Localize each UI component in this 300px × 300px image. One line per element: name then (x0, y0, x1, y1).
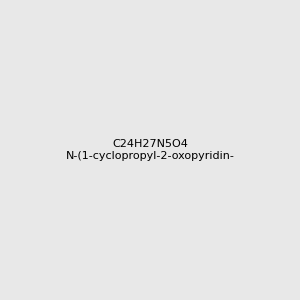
Text: C24H27N5O4
N-(1-cyclopropyl-2-oxopyridin-: C24H27N5O4 N-(1-cyclopropyl-2-oxopyridin… (66, 139, 234, 161)
